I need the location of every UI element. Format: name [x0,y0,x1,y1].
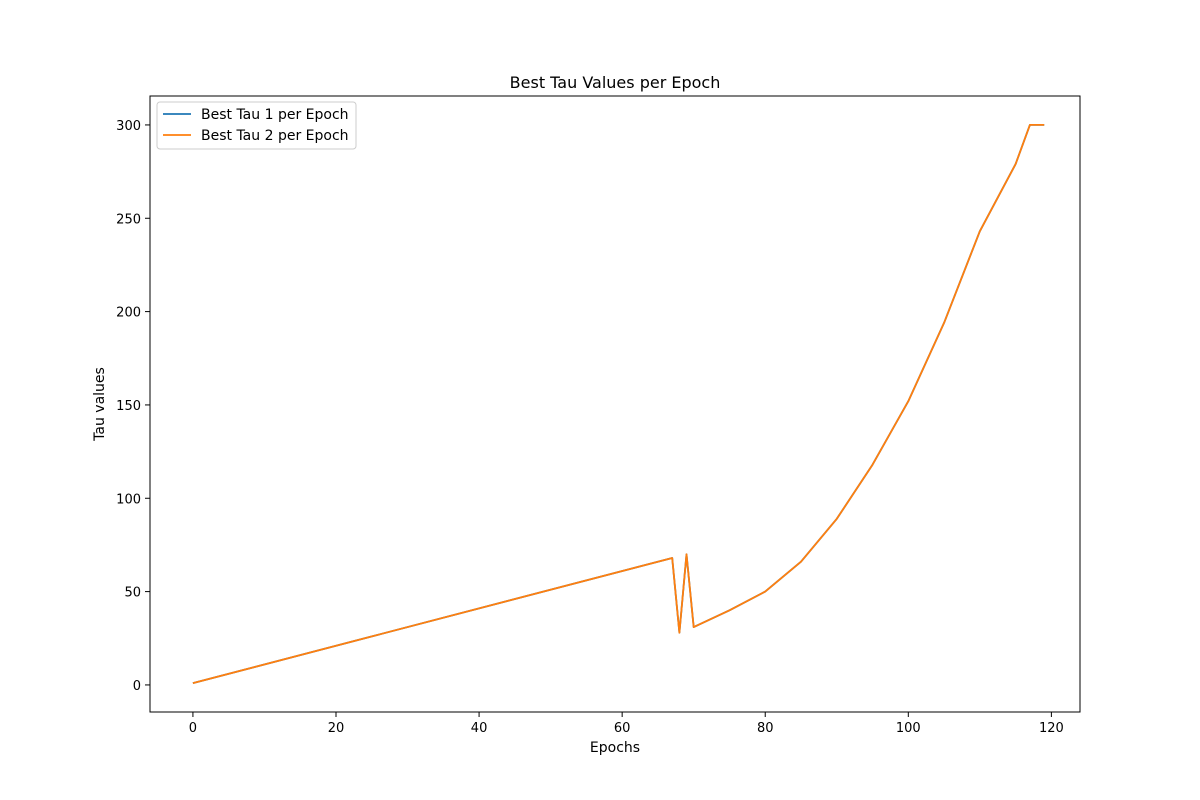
series-line-tau-2 [192,124,1045,684]
legend-box [156,101,357,150]
legend-label-tau-2: Best Tau 2 per Epoch [201,128,349,144]
x-tick-label: 60 [614,721,631,736]
y-axis-ticks: 0 50 100 150 200 250 300 [116,119,150,694]
y-tick-label: 300 [116,119,141,134]
y-axis-label: Tau values [92,367,108,442]
x-axis-label: Epochs [590,740,640,756]
y-tick-label: 100 [116,492,141,507]
x-axis-ticks: 0 20 40 60 80 100 120 [189,712,1064,736]
y-tick-label: 0 [133,679,141,694]
x-tick-label: 120 [1039,721,1064,736]
x-tick-label: 100 [896,721,921,736]
y-tick-label: 50 [124,586,141,601]
x-tick-label: 40 [471,721,488,736]
axes-frame [149,95,1081,713]
legend: Best Tau 1 per Epoch Best Tau 2 per Epoc… [156,101,357,150]
y-tick-label: 150 [116,399,141,414]
y-tick-label: 250 [116,212,141,227]
x-tick-label: 20 [328,721,345,736]
x-tick-label: 80 [757,721,774,736]
x-tick-label: 0 [189,721,197,736]
legend-label-tau-1: Best Tau 1 per Epoch [201,107,349,123]
chart-title: Best Tau Values per Epoch [510,73,721,92]
series-lines [192,124,1045,684]
y-tick-label: 200 [116,306,141,321]
